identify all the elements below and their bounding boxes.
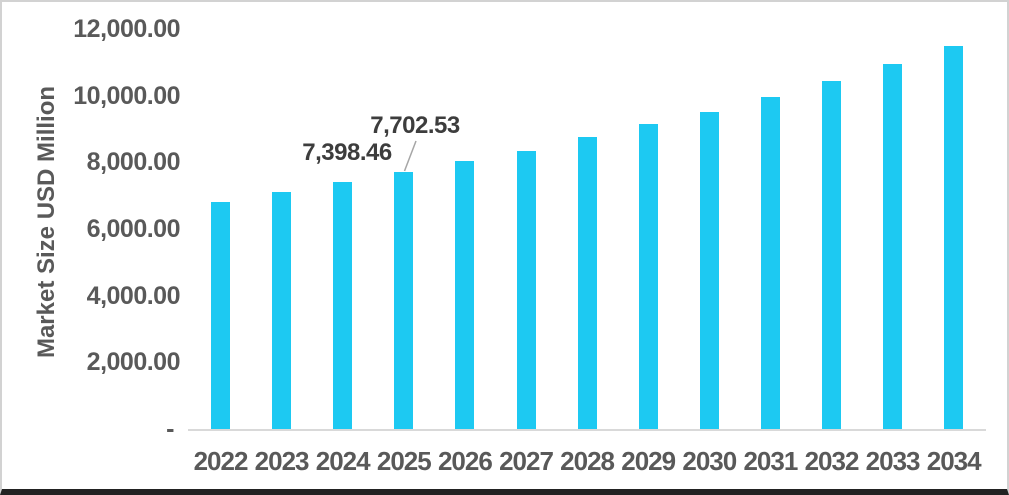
x-label-2034: 2034 xyxy=(926,446,982,476)
bar-2025 xyxy=(394,172,414,429)
bar-2022 xyxy=(211,201,230,429)
y-tick-12000: 12,000.00 xyxy=(73,14,180,43)
y-tick-8000: 8,000.00 xyxy=(86,148,181,177)
x-label-2029: 2029 xyxy=(621,446,676,476)
data-label-2024: 7,398.46 xyxy=(302,139,392,166)
bar-2026 xyxy=(455,161,475,429)
y-tick-0: - xyxy=(166,415,174,443)
bar-2024 xyxy=(333,182,353,429)
x-label-2027: 2027 xyxy=(499,446,554,476)
y-tick-2000: 2,000.00 xyxy=(86,348,181,377)
x-axis-line xyxy=(188,429,986,431)
leader-line xyxy=(403,140,417,172)
x-label-2026: 2026 xyxy=(437,446,493,476)
plot-area: 12,000.00 10,000.00 8,000.00 6,000.00 4,000.… xyxy=(2,2,1007,489)
bar-2023 xyxy=(272,192,292,429)
x-label-2024: 2024 xyxy=(315,446,371,476)
x-label-2030: 2030 xyxy=(682,446,737,476)
bar-2034 xyxy=(944,45,964,429)
bar-2027 xyxy=(516,150,536,429)
y-tick-4000: 4,000.00 xyxy=(86,281,181,310)
data-label-2025: 7,702.53 xyxy=(370,112,460,139)
bar-2029 xyxy=(638,124,658,429)
x-label-2032: 2032 xyxy=(804,446,860,476)
bar-2033 xyxy=(883,64,903,429)
y-tick-10000: 10,000.00 xyxy=(73,81,180,110)
x-label-2025: 2025 xyxy=(376,446,432,476)
bar-2030 xyxy=(699,111,719,429)
bar-2028 xyxy=(577,137,597,429)
x-label-2031: 2031 xyxy=(743,446,798,476)
bar-2032 xyxy=(822,80,841,429)
x-label-2033: 2033 xyxy=(865,446,921,476)
y-tick-6000: 6,000.00 xyxy=(86,214,181,243)
bar-2031 xyxy=(760,96,780,429)
x-label-2023: 2023 xyxy=(254,446,310,476)
x-label-2022: 2022 xyxy=(193,446,249,476)
x-label-2028: 2028 xyxy=(560,446,615,476)
